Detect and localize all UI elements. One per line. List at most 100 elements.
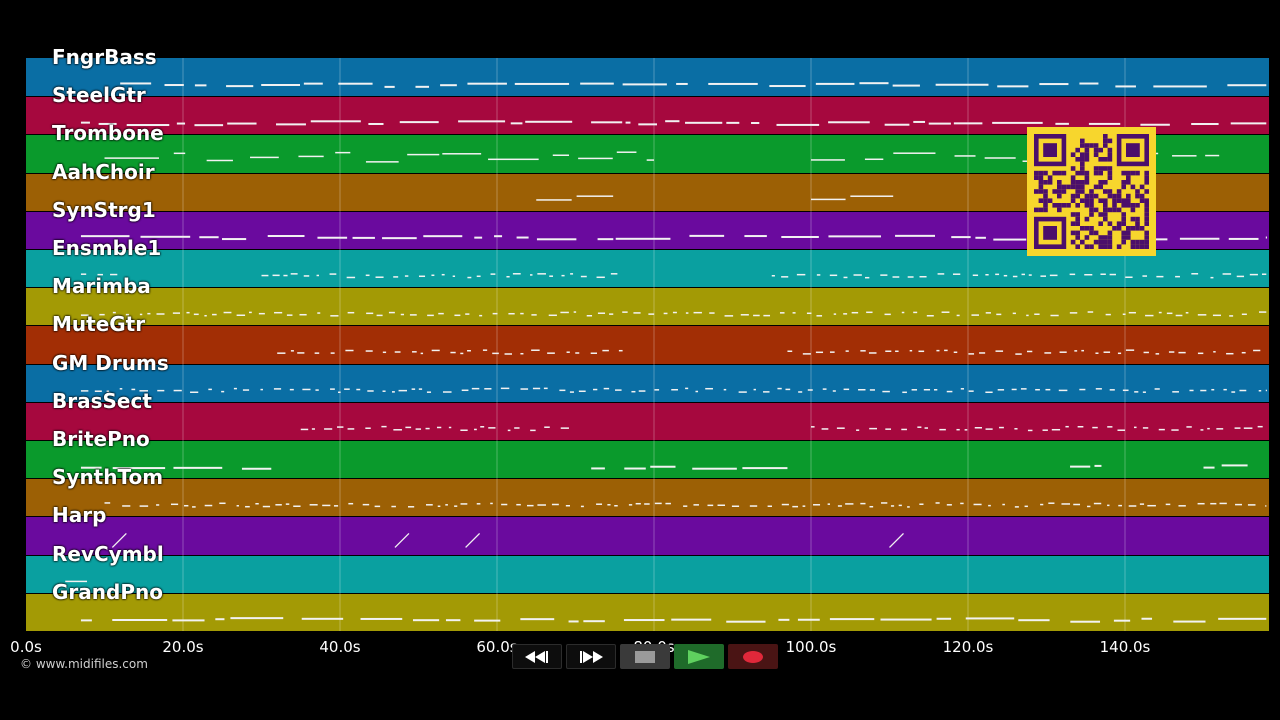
- qr-module: [1112, 203, 1117, 208]
- qr-module: [1144, 203, 1149, 208]
- copyright-text: © www.midifiles.com: [20, 657, 148, 671]
- qr-module: [1047, 180, 1053, 185]
- qr-module: [1075, 147, 1080, 153]
- stop-icon: [635, 650, 655, 663]
- qr-module: [1139, 226, 1145, 231]
- qr-module: [1038, 175, 1044, 180]
- qr-module: [1112, 207, 1117, 213]
- tick-label: 120.0s: [942, 638, 994, 656]
- qr-module: [1043, 198, 1048, 203]
- qr-module: [1089, 212, 1094, 217]
- qr-module: [1061, 184, 1067, 190]
- qr-module: [1084, 244, 1090, 249]
- rewind-button[interactable]: [512, 644, 562, 669]
- qr-module: [1107, 239, 1113, 245]
- qr-module: [1075, 221, 1080, 226]
- qr-module: [1135, 244, 1140, 249]
- fast-forward-button[interactable]: [566, 644, 616, 669]
- qr-module: [1103, 134, 1108, 139]
- qr-module: [1070, 221, 1076, 226]
- qr-module: [1093, 166, 1099, 171]
- qr-module: [1080, 180, 1085, 185]
- qr-module: [1103, 216, 1108, 222]
- qr-module: [1043, 203, 1048, 208]
- qr-module: [1126, 175, 1131, 180]
- qr-module: [1089, 193, 1094, 199]
- qr-module: [1112, 226, 1117, 231]
- qr-module: [1084, 157, 1090, 162]
- qr-module: [1126, 193, 1131, 199]
- record-button[interactable]: [728, 644, 778, 669]
- qr-module: [1098, 235, 1103, 240]
- qr-module: [1098, 244, 1103, 249]
- qr-module: [1080, 239, 1085, 245]
- stop-button[interactable]: [620, 644, 670, 669]
- track-lane: [26, 554, 1269, 594]
- qr-module: [1103, 203, 1108, 208]
- qr-module: [1130, 216, 1136, 222]
- qr-module: [1103, 166, 1108, 171]
- qr-module: [1098, 157, 1103, 162]
- qr-module: [1043, 207, 1048, 213]
- record-icon: [743, 650, 763, 663]
- qr-module: [1144, 189, 1149, 194]
- track-label: SynthTom: [52, 465, 164, 490]
- qr-module: [1116, 207, 1122, 213]
- qr-module: [1121, 235, 1126, 240]
- track-lane: [26, 363, 1269, 403]
- qr-module: [1139, 193, 1145, 199]
- qr-module: [1057, 170, 1062, 176]
- qr-module: [1103, 244, 1108, 249]
- tick-label: 60.0s: [476, 638, 518, 656]
- qr-module: [1121, 230, 1126, 236]
- qr-module: [1089, 230, 1094, 236]
- qr-module: [1093, 147, 1099, 153]
- qr-module: [1116, 193, 1122, 199]
- qr-module: [1121, 184, 1126, 190]
- play-button[interactable]: [674, 644, 724, 669]
- qr-module: [1052, 170, 1057, 176]
- qr-module: [1034, 175, 1039, 180]
- qr-module: [1038, 207, 1044, 213]
- qr-module: [1144, 244, 1149, 249]
- rewind-icon: [525, 650, 548, 663]
- qr-module: [1135, 226, 1140, 231]
- qr-module: [1047, 175, 1053, 180]
- track-label: FngrBass: [52, 45, 157, 69]
- qr-module: [1066, 203, 1071, 208]
- qr-module: [1080, 198, 1085, 203]
- track-lane: [26, 516, 1269, 556]
- qr-module: [1084, 170, 1090, 176]
- qr-module: [1098, 147, 1103, 153]
- track-lane: [26, 440, 1269, 480]
- qr-module: [1084, 235, 1090, 240]
- qr-module: [1107, 230, 1113, 236]
- qr-module: [1130, 207, 1136, 213]
- qr-module: [1043, 170, 1048, 176]
- qr-module: [1057, 203, 1062, 208]
- qr-module: [1107, 207, 1113, 213]
- qr-module: [1103, 235, 1108, 240]
- qr-module: [1089, 226, 1094, 231]
- qr-module: [1075, 193, 1080, 199]
- qr-module: [1075, 184, 1080, 190]
- qr-module: [1144, 221, 1149, 226]
- qr-module: [1084, 152, 1090, 157]
- qr-module: [1061, 203, 1067, 208]
- qr-module: [1075, 212, 1080, 217]
- track-lane: [26, 287, 1269, 327]
- qr-module: [1121, 221, 1126, 226]
- qr-module: [1052, 203, 1057, 208]
- track-lane: [26, 325, 1269, 365]
- qr-module: [1093, 184, 1099, 190]
- qr-module: [1098, 184, 1103, 190]
- qr-module: [1034, 170, 1039, 176]
- qr-module: [1144, 212, 1149, 217]
- qr-module: [1089, 143, 1094, 148]
- fast-forward-icon: [580, 650, 603, 663]
- qr-module: [1089, 207, 1094, 213]
- qr-module: [1139, 244, 1145, 249]
- track-label: BrasSect: [52, 388, 152, 413]
- qr-module: [1043, 189, 1048, 194]
- qr-module: [1116, 198, 1122, 203]
